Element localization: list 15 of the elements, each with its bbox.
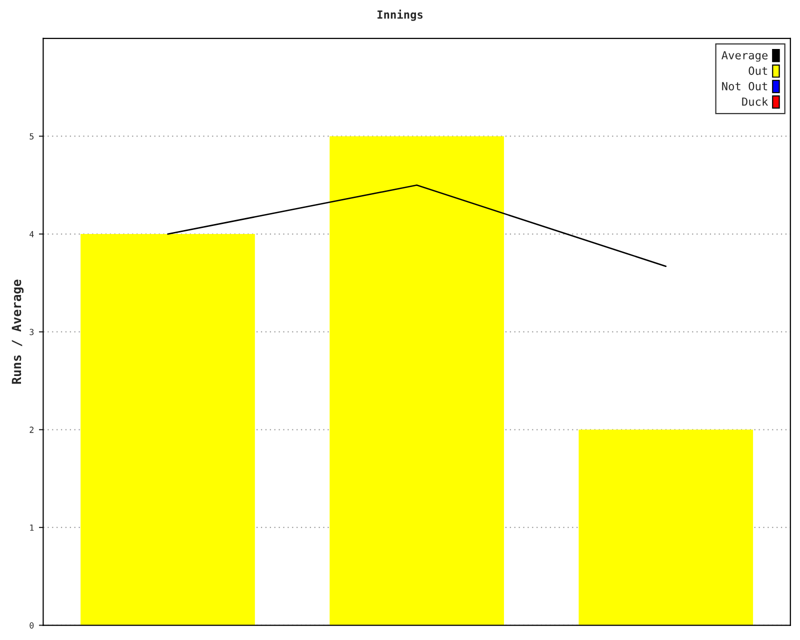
bar [80, 234, 255, 626]
y-tick-label: 4 [30, 231, 34, 238]
y-tick-label: 1 [30, 524, 34, 531]
legend-label: Out [748, 66, 768, 75]
chart-title: Innings [378, 10, 423, 21]
y-axis-title: Runs / Average [12, 280, 24, 384]
bar [578, 430, 754, 626]
y-tick-label: 5 [30, 133, 34, 140]
legend-label: Duck [742, 97, 768, 106]
bar [330, 136, 504, 626]
y-tick-label: 2 [30, 426, 34, 433]
y-tick-label: 0 [30, 622, 34, 629]
legend-label: Average [722, 51, 768, 62]
y-tick-label: 3 [30, 328, 34, 336]
legend-label: Not Out [722, 82, 768, 90]
